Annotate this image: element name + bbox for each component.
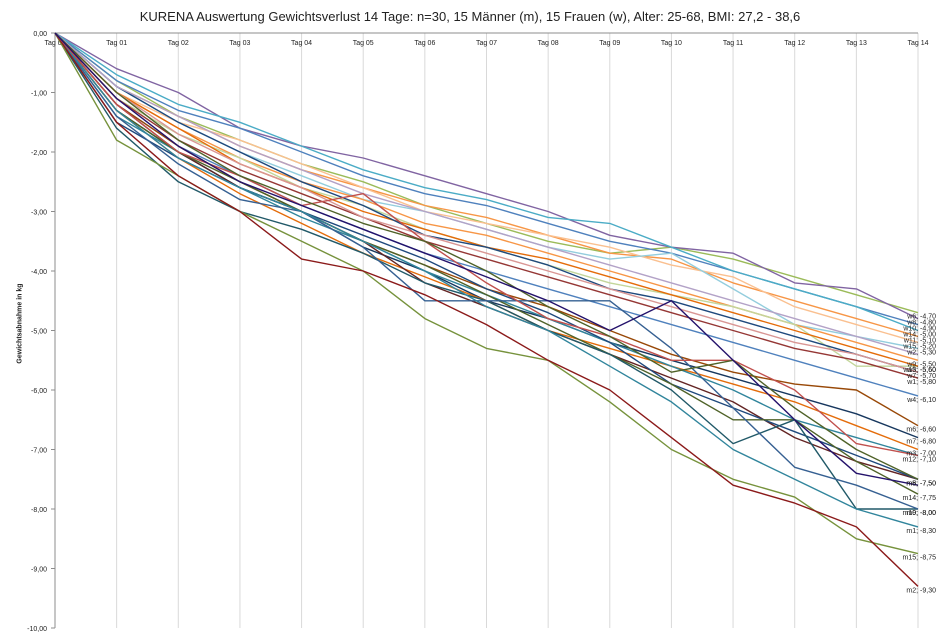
x-tick-label: Tag 00 [44,40,65,47]
end-label-m10: m10; -8,00 [903,510,937,517]
end-label-m6: m6; -6,60 [906,427,936,434]
end-label-m7: m7; -6,80 [906,439,936,446]
series-line-w8 [54,32,919,320]
end-label-m14: m14; -7,75 [903,495,937,502]
end-label-m5: m5; -7,50 [906,480,936,487]
series-line-m11 [54,32,919,480]
x-tick-label: Tag 01 [106,40,127,47]
series-line-m13 [54,32,919,486]
end-label-w14: w14; -5,00 [902,332,936,339]
y-tick-label: -8,00 [31,507,47,514]
end-label-w11: w11; -5,10 [903,337,936,344]
end-label-m1: m1; -8,30 [906,528,936,535]
series-line-w7 [54,32,919,373]
y-tick-label: -2,00 [31,150,47,157]
x-tick-label: Tag 14 [907,40,928,47]
series-line-m2 [54,32,919,587]
x-tick-label: Tag 10 [661,40,682,47]
y-tick-label: 0,00 [33,31,47,38]
series-line-m4 [54,32,919,457]
x-tick-label: Tag 13 [846,40,867,47]
end-label-w2: w2; -5,30 [906,349,936,356]
end-label-m2: m2; -9,30 [906,587,936,594]
end-label-w8: w8; -4,80 [906,320,936,327]
series-line-m1 [54,32,919,528]
end-label-w5: w5; -5,60 [906,367,936,374]
y-tick-label: -9,00 [31,567,47,574]
series-line-m14 [54,32,919,495]
x-tick-label: Tag 06 [414,40,435,47]
y-tick-label: -1,00 [31,91,47,98]
end-label-w13: w13; -5,60 [902,367,936,374]
x-tick-label: Tag 02 [168,40,189,47]
x-tick-label: Tag 05 [353,40,374,47]
end-label-w7: w7; -5,70 [906,373,936,380]
end-label-w1: w1; -5,80 [906,379,936,386]
end-label-m12: m12; -7,10 [903,456,937,463]
y-tick-label: -10,00 [27,626,47,633]
end-label-w15: w15; -5,20 [902,343,936,350]
chart-title: KURENA Auswertung Gewichtsverlust 14 Tag… [139,9,801,24]
x-tick-label: Tag 12 [784,40,805,47]
series-line-w1 [54,32,919,379]
x-tick-label: Tag 11 [723,40,744,47]
y-tick-label: -7,00 [31,448,47,455]
end-label-w9: w9; -5,50 [906,361,936,368]
end-label-m15: m15; -8,75 [903,555,937,562]
end-label-w10: w10; -4,90 [902,326,936,333]
y-tick-label: -5,00 [31,329,47,336]
series-line-w3 [54,32,919,355]
x-tick-label: Tag 07 [476,40,497,47]
x-tick-label: Tag 08 [538,40,559,47]
y-tick-label: -6,00 [31,388,47,395]
series-line-w15 [54,32,919,344]
x-tick-label: Tag 04 [291,40,312,47]
end-label-m3: m3; -7,00 [906,451,936,458]
x-tick-label: Tag 03 [229,40,250,47]
y-tick-label: -4,00 [31,269,47,276]
y-tick-label: -3,00 [31,210,47,217]
end-label-m8: m8; -7,50 [906,480,936,487]
end-label-m9: m9; -8,00 [906,510,936,517]
end-label-w6: w6; -4,70 [906,314,936,321]
series-line-w12 [54,32,919,373]
x-tick-label: Tag 09 [599,40,620,47]
end-label-w4: w4; -6,10 [906,397,936,404]
series-line-w14 [54,32,919,332]
series-line-m9 [54,32,919,510]
